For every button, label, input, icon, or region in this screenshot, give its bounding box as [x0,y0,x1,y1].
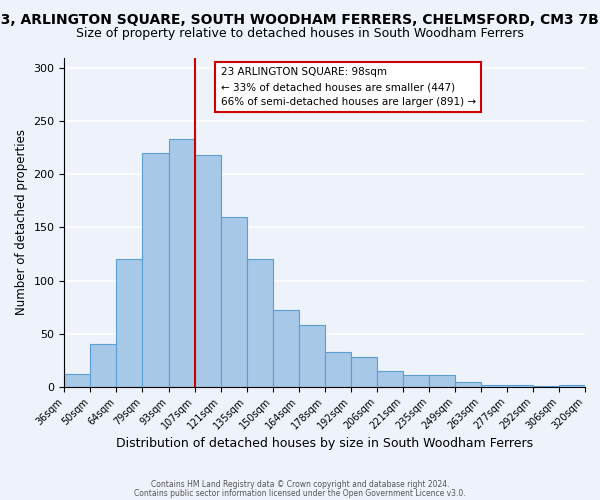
Bar [325,352,351,386]
Bar [559,384,585,386]
Y-axis label: Number of detached properties: Number of detached properties [15,129,28,315]
Text: 23 ARLINGTON SQUARE: 98sqm
← 33% of detached houses are smaller (447)
66% of sem: 23 ARLINGTON SQUARE: 98sqm ← 33% of deta… [221,68,476,107]
Bar [116,260,142,386]
Bar [64,374,91,386]
Bar [377,371,403,386]
Bar [481,384,507,386]
X-axis label: Distribution of detached houses by size in South Woodham Ferrers: Distribution of detached houses by size … [116,437,533,450]
Bar [221,217,247,386]
Bar [91,344,116,387]
Text: Size of property relative to detached houses in South Woodham Ferrers: Size of property relative to detached ho… [76,28,524,40]
Bar [142,153,169,386]
Bar [403,375,429,386]
Text: Contains HM Land Registry data © Crown copyright and database right 2024.: Contains HM Land Registry data © Crown c… [151,480,449,489]
Bar [247,260,272,386]
Bar [429,375,455,386]
Bar [455,382,481,386]
Text: 23, ARLINGTON SQUARE, SOUTH WOODHAM FERRERS, CHELMSFORD, CM3 7BF: 23, ARLINGTON SQUARE, SOUTH WOODHAM FERR… [0,12,600,26]
Text: Contains public sector information licensed under the Open Government Licence v3: Contains public sector information licen… [134,488,466,498]
Bar [299,325,325,386]
Bar [272,310,299,386]
Bar [194,155,221,386]
Bar [507,384,533,386]
Bar [169,140,194,386]
Bar [351,357,377,386]
